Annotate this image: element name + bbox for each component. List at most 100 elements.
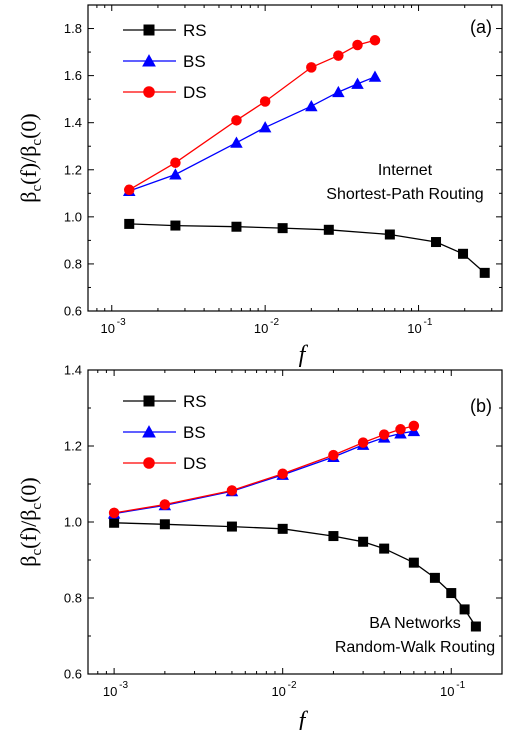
panel-a-y-axis-label: βc(f)/βc(0) — [16, 113, 45, 203]
panel-a-series-rs — [124, 218, 490, 278]
panel-b-point-rs — [408, 557, 419, 568]
panel-a-point-bs — [368, 70, 382, 82]
panel-a-point-ds — [231, 115, 242, 126]
panel-a-point-rs — [458, 248, 469, 259]
panel-a-point-rs — [231, 221, 242, 232]
panel-a-legend-label: DS — [183, 83, 207, 102]
panel-b-point-rs — [277, 523, 288, 534]
panel-b-y-axis-label-part: (0) — [16, 477, 41, 503]
panel-b-series-ds — [108, 420, 420, 519]
panel-b-y-axis-label-subscript: c — [29, 503, 45, 510]
panel-b-y-tick-label: 0.6 — [64, 667, 82, 682]
panel-b-chart: 0.60.81.01.21.410 -3 10 -2 10 -1fβc(f)/βc(0)R… — [16, 363, 503, 730]
panel-a-x-tick-label: 10 — [407, 321, 421, 336]
panel-a-y-axis-label-part: (0) — [16, 113, 41, 139]
panel-b-x-tick-exponent: -3 — [119, 680, 128, 691]
panel-b-y-tick-label: 0.8 — [64, 591, 82, 606]
panel-b-legend-label: BS — [183, 423, 206, 442]
panel-b-point-ds — [159, 499, 171, 510]
panel-b-panel-label: (b) — [470, 396, 492, 416]
panel-b-series-line-bs — [113, 430, 415, 515]
panel-a-point-ds — [170, 157, 181, 168]
panel-b-point-rs — [429, 572, 440, 583]
panel-a-x-tick-exponent: -1 — [424, 317, 433, 328]
panel-b-point-rs — [226, 521, 237, 532]
panel-b-x-axis-label: f — [299, 708, 309, 730]
panel-a-point-rs — [323, 224, 334, 235]
panel-b-point-ds — [395, 424, 406, 435]
panel-b-y-tick-label: 1.0 — [64, 515, 82, 530]
panel-b-legend-marker — [143, 457, 155, 469]
panel-b-legend: RS BS DS — [123, 392, 207, 473]
panel-a-panel-label: (a) — [470, 17, 492, 37]
panel-b-point-ds — [328, 449, 339, 461]
panel-b-point-rs — [446, 588, 457, 599]
panel-b-point-ds — [108, 507, 120, 519]
panel-b-annotation-line: Random-Walk Routing — [335, 639, 495, 656]
panel-b-legend-marker — [142, 425, 156, 438]
panel-a-y-axis-label-part: β — [16, 192, 41, 203]
panel-b-point-rs — [459, 604, 470, 615]
panel-b-point-rs — [328, 531, 339, 542]
panel-a-chart: 0.60.81.01.21.41.61.810 -3 10 -2 10 -1fβc(f)/… — [16, 4, 503, 368]
panel-b-y-axis-label: βc(f)/βc(0) — [16, 477, 45, 567]
panel-a-point-ds — [352, 39, 363, 51]
panel-a-point-rs — [431, 237, 442, 248]
panel-b-x-tick-label: 10 — [103, 684, 117, 699]
panel-a-plot-frame — [87, 4, 503, 312]
panel-b-annotation-line: BA Networks — [369, 615, 461, 632]
panel-b-series-line-ds — [113, 425, 415, 514]
panel-b-x-tick-label: 10 — [271, 684, 285, 699]
panel-a-y-axis-label-subscript: c — [29, 139, 45, 146]
panel-a-y-axis-label-subscript: c — [29, 185, 45, 192]
panel-b-point-ds — [226, 485, 238, 496]
panel-a-y-tick-label: 1.2 — [64, 162, 82, 177]
panel-a-point-bs — [169, 168, 182, 180]
panel-a-legend-marker — [142, 54, 156, 67]
panel-b-point-rs — [159, 519, 170, 530]
panel-a-legend-label: RS — [183, 21, 207, 40]
panel-a-legend-label: BS — [183, 52, 206, 71]
panel-a-point-bs — [230, 136, 243, 148]
panel-a-y-axis-label-part: (f)/β — [16, 146, 41, 185]
panel-b-y-tick-label: 1.2 — [64, 439, 82, 454]
panel-b-series-line-rs — [114, 522, 477, 627]
panel-a-series-ds — [123, 35, 381, 196]
panel-a-y-tick-label: 1.0 — [64, 209, 82, 224]
panel-a-legend-marker — [143, 24, 155, 36]
panel-a-point-ds — [259, 96, 271, 107]
panel-a-point-ds — [306, 62, 317, 73]
panel-b-point-ds — [277, 468, 288, 479]
panel-a-x-tick-label: 10 — [254, 321, 268, 336]
panel-a-series-bs — [122, 70, 382, 196]
panel-a-point-rs — [384, 229, 395, 240]
panel-a-point-ds — [333, 50, 344, 61]
panel-a-y-tick-label: 1.4 — [64, 115, 82, 130]
panel-b-point-rs — [358, 536, 369, 547]
panel-b-point-ds — [408, 420, 420, 432]
panel-b-x-tick-exponent: -2 — [288, 680, 297, 691]
panel-b-x-tick-exponent: -1 — [456, 680, 465, 691]
panel-b-point-rs — [109, 517, 120, 528]
panel-a-x-tick-exponent: -3 — [117, 317, 126, 328]
panel-a-y-tick-label: 0.8 — [64, 256, 82, 271]
panel-b-y-axis-label-part: (f)/β — [16, 510, 41, 549]
panel-a-legend-marker — [143, 86, 155, 98]
panel-a-point-rs — [277, 223, 288, 234]
panel-b-x-tick-label: 10 — [440, 684, 454, 699]
panel-b-y-axis-label-part: β — [16, 556, 41, 567]
panel-b-y-axis-label-subscript: c — [29, 549, 45, 556]
panel-a-point-ds — [123, 184, 135, 196]
panel-a-y-tick-label: 0.6 — [64, 304, 82, 319]
panel-a-annotation-line: Internet — [378, 162, 433, 179]
panel-b-y-tick-label: 1.4 — [64, 363, 82, 378]
panel-a-x-tick-exponent: -2 — [270, 317, 279, 328]
panel-b-legend-label: DS — [183, 454, 207, 473]
panel-a-x-axis-label: f — [299, 342, 309, 368]
panel-a-point-bs — [258, 121, 272, 133]
panel-a-annotation-line: Shortest-Path Routing — [326, 186, 483, 203]
panel-b-point-rs — [379, 543, 390, 554]
panel-a-series-line-rs — [129, 223, 486, 274]
panel-a-point-bs — [351, 77, 364, 89]
